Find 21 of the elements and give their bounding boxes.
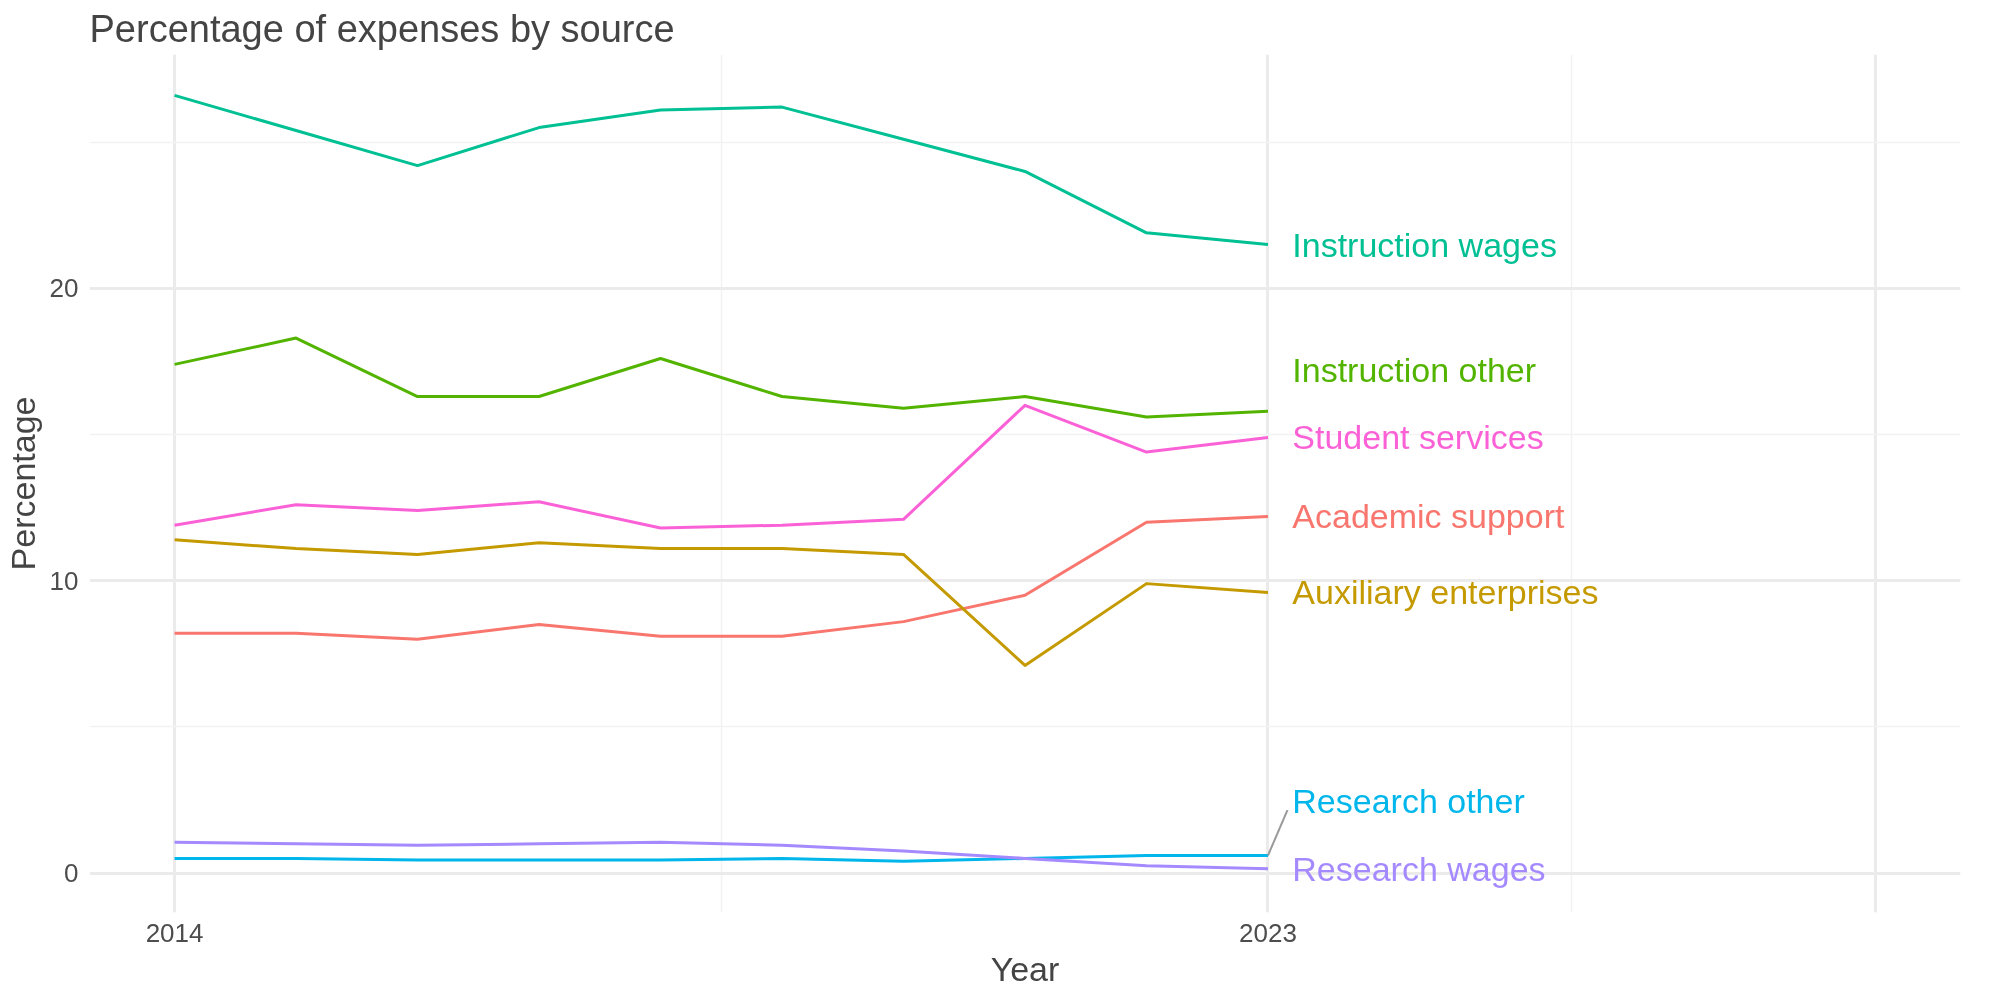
line-series [173, 336, 1270, 419]
chart-title: Percentage of expenses by source [89, 7, 675, 50]
series-label: Research wages [1292, 849, 1546, 888]
y-tick-label: 20 [49, 273, 79, 304]
x-tick-label: 2023 [1239, 917, 1297, 948]
x-axis-title: Year [990, 949, 1060, 988]
line-series [173, 840, 1270, 871]
series-label: Academic support [1292, 497, 1565, 536]
line-series [173, 93, 1270, 247]
series-label: Auxiliary enterprises [1292, 573, 1599, 612]
line-series [173, 538, 1270, 667]
y-axis-title: Percentage [3, 396, 42, 571]
y-tick-label: 0 [64, 858, 79, 889]
series-label: Instruction wages [1292, 225, 1557, 264]
line-series [173, 514, 1270, 641]
line-series [173, 403, 1270, 530]
series-label: Instruction other [1292, 351, 1537, 390]
series-label: Research other [1292, 782, 1525, 821]
y-tick-label: 10 [49, 565, 79, 596]
series-label: Student services [1292, 418, 1544, 457]
x-tick-label: 2014 [145, 917, 204, 948]
